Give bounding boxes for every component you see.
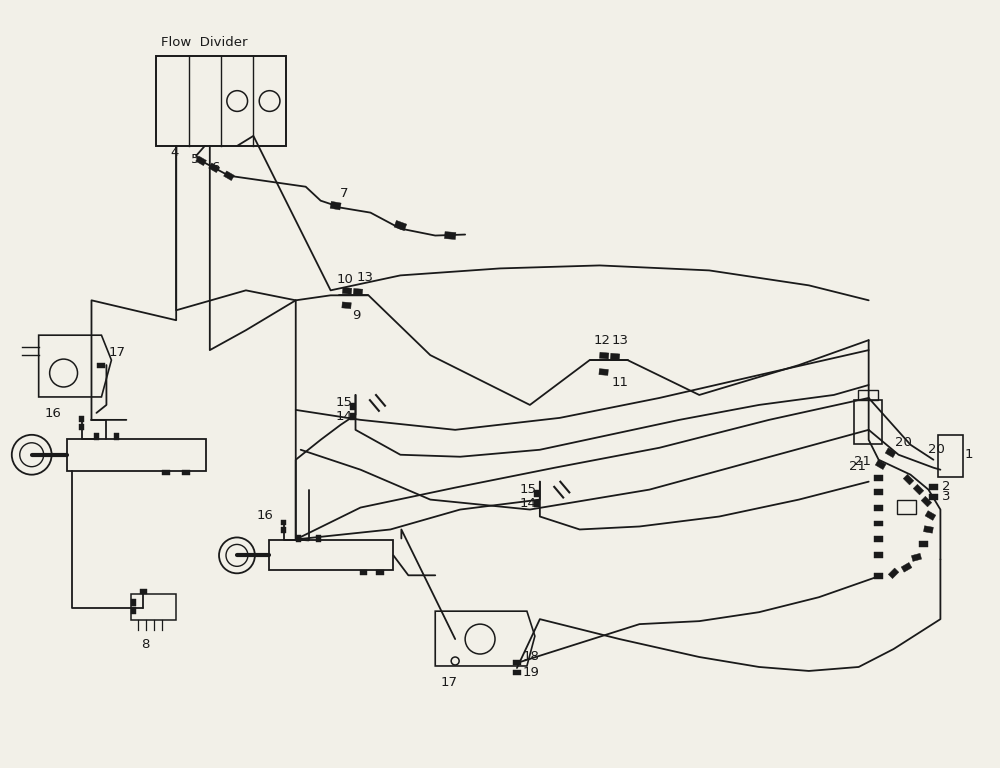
Bar: [888, 568, 899, 578]
Text: 13: 13: [357, 271, 374, 284]
Text: 16: 16: [45, 407, 62, 420]
Text: 14: 14: [336, 410, 352, 423]
Bar: [342, 302, 351, 309]
Text: 10: 10: [337, 273, 353, 286]
Bar: [97, 362, 105, 368]
Bar: [874, 475, 883, 481]
Text: 5: 5: [191, 154, 199, 167]
Bar: [350, 403, 355, 410]
Bar: [513, 660, 521, 666]
Bar: [224, 171, 234, 180]
Bar: [911, 553, 922, 561]
Bar: [79, 416, 84, 422]
Bar: [885, 448, 896, 458]
Text: Flow  Divider: Flow Divider: [161, 36, 248, 48]
Text: 16: 16: [257, 509, 274, 522]
Text: 21: 21: [849, 460, 866, 473]
Text: 15: 15: [336, 396, 353, 409]
Bar: [874, 552, 883, 558]
Bar: [353, 289, 363, 295]
Text: 13: 13: [612, 333, 629, 346]
Bar: [938, 435, 963, 477]
Bar: [913, 485, 924, 495]
Bar: [858, 390, 878, 400]
Bar: [156, 56, 286, 146]
Bar: [140, 589, 147, 594]
Text: 4: 4: [171, 147, 179, 159]
Bar: [919, 541, 928, 548]
Bar: [330, 201, 341, 210]
Bar: [444, 232, 456, 240]
Bar: [342, 287, 352, 294]
Bar: [610, 353, 620, 360]
Bar: [296, 535, 301, 542]
Bar: [67, 439, 206, 471]
Text: 11: 11: [612, 376, 629, 389]
Bar: [897, 499, 916, 514]
Bar: [350, 413, 355, 420]
Text: 8: 8: [141, 637, 149, 650]
Text: 17: 17: [440, 677, 457, 690]
Text: 3: 3: [942, 490, 951, 503]
Bar: [360, 570, 367, 574]
Text: 2: 2: [942, 480, 951, 493]
Bar: [929, 494, 938, 499]
Text: 20: 20: [928, 443, 945, 456]
Bar: [599, 353, 609, 359]
Text: 18: 18: [523, 650, 540, 663]
Bar: [316, 535, 321, 542]
Bar: [924, 526, 933, 533]
Bar: [903, 475, 914, 485]
Bar: [209, 163, 219, 173]
Bar: [921, 496, 932, 507]
Bar: [874, 505, 883, 511]
Text: 7: 7: [340, 187, 348, 200]
Bar: [376, 570, 384, 574]
Text: 20: 20: [895, 436, 911, 449]
Bar: [131, 607, 136, 614]
Text: 19: 19: [523, 667, 540, 680]
Bar: [182, 470, 190, 475]
Text: 9: 9: [353, 309, 361, 322]
Bar: [394, 220, 407, 230]
Bar: [599, 369, 608, 376]
Bar: [269, 541, 393, 571]
Text: 12: 12: [594, 333, 611, 346]
Bar: [131, 599, 136, 606]
Bar: [196, 156, 206, 166]
Bar: [281, 528, 286, 534]
Text: 14: 14: [520, 497, 537, 510]
Bar: [874, 521, 883, 527]
Text: 15: 15: [520, 483, 537, 496]
Bar: [79, 424, 84, 430]
Bar: [925, 511, 936, 521]
Text: 21: 21: [854, 455, 871, 468]
Bar: [162, 470, 170, 475]
Bar: [874, 536, 883, 542]
Bar: [534, 490, 539, 497]
Bar: [874, 574, 883, 579]
Bar: [513, 670, 521, 675]
Bar: [534, 500, 539, 507]
Bar: [875, 460, 886, 469]
Bar: [929, 484, 938, 490]
Bar: [131, 594, 176, 620]
Text: 1: 1: [964, 449, 973, 462]
Bar: [901, 562, 912, 572]
Bar: [281, 519, 286, 525]
Bar: [94, 433, 99, 440]
Text: 17: 17: [108, 346, 125, 359]
Text: 6: 6: [211, 161, 219, 174]
Bar: [114, 433, 119, 440]
Bar: [854, 400, 882, 444]
Bar: [874, 488, 883, 495]
